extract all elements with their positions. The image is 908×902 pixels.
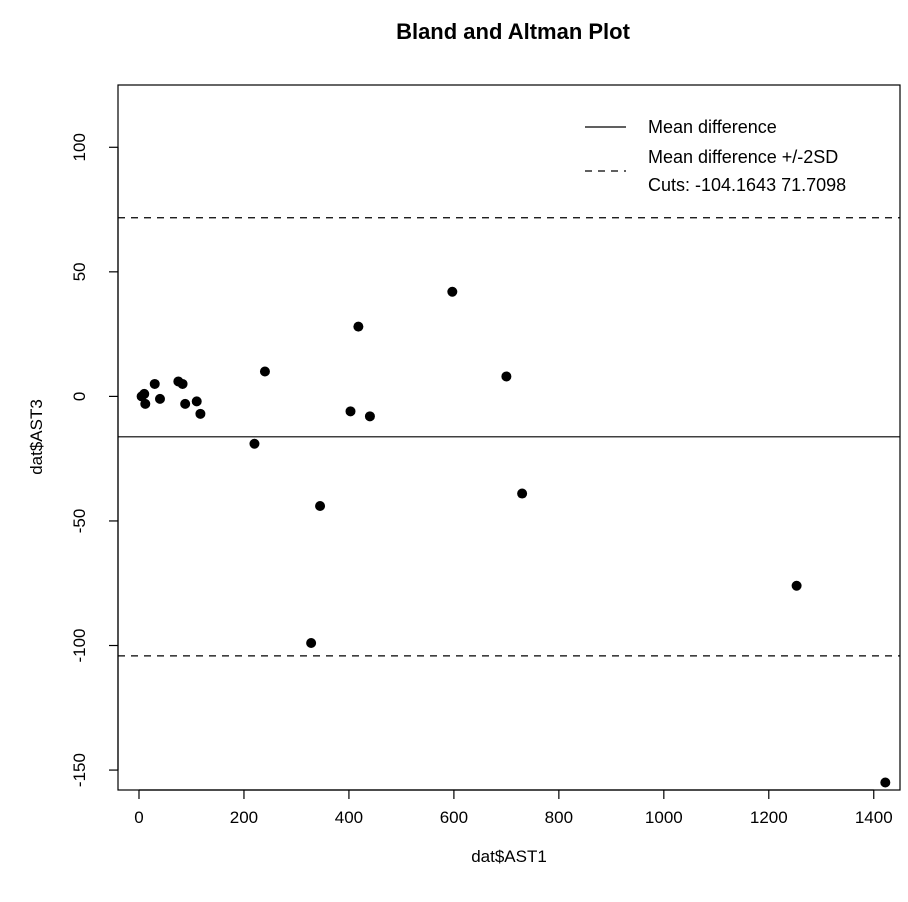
- data-point: [315, 501, 326, 512]
- y-tick-label: 50: [70, 262, 89, 281]
- x-tick-label: 800: [545, 808, 573, 827]
- data-point: [140, 398, 151, 409]
- data-point: [517, 488, 528, 499]
- data-point: [139, 388, 150, 399]
- x-tick-label: 1000: [645, 808, 683, 827]
- data-point: [345, 406, 356, 417]
- data-point: [353, 321, 364, 332]
- legend-label-mean-difference-2sd: Mean difference +/-2SD: [648, 147, 838, 167]
- x-tick-label: 200: [230, 808, 258, 827]
- x-tick-label: 1200: [750, 808, 788, 827]
- data-point: [364, 411, 375, 422]
- data-point: [306, 638, 317, 649]
- data-point: [447, 286, 458, 297]
- chart-title: Bland and Altman Plot: [396, 19, 631, 44]
- data-point: [791, 580, 802, 591]
- x-tick-label: 400: [335, 808, 363, 827]
- y-tick-label: 0: [70, 392, 89, 401]
- legend-cuts-text: Cuts: -104.1643 71.7098: [648, 175, 846, 195]
- data-point: [195, 408, 206, 419]
- x-axis: 0 200 400 600 800 1000 1200 1400: [134, 789, 893, 827]
- y-axis-label: dat$AST3: [27, 399, 46, 475]
- data-point: [149, 378, 160, 389]
- data-point: [154, 393, 165, 404]
- legend: Mean difference Mean difference +/-2SD C…: [585, 117, 846, 195]
- y-tick-label: -100: [70, 628, 89, 662]
- data-point: [177, 378, 188, 389]
- y-tick-label: 100: [70, 133, 89, 161]
- x-tick-label: 600: [440, 808, 468, 827]
- legend-label-mean-difference: Mean difference: [648, 117, 777, 137]
- y-axis: -150 -100 -50 0 50 100: [70, 133, 119, 787]
- x-tick-label: 1400: [855, 808, 893, 827]
- data-point: [501, 371, 512, 382]
- data-point: [180, 398, 191, 409]
- data-point: [259, 366, 270, 377]
- x-axis-label: dat$AST1: [471, 847, 547, 866]
- data-points: [136, 286, 891, 788]
- data-point: [191, 396, 202, 407]
- y-tick-label: -150: [70, 753, 89, 787]
- data-point: [249, 438, 260, 449]
- x-tick-label: 0: [134, 808, 143, 827]
- reference-lines: [118, 217, 900, 657]
- y-tick-label: -50: [70, 509, 89, 534]
- data-point: [880, 777, 891, 788]
